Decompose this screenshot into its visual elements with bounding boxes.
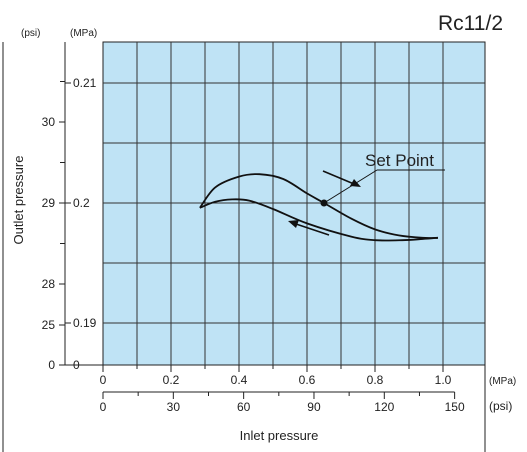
x-mpa-tick-label: 0 [100,373,107,387]
set-point-label: Set Point [365,151,434,170]
y-psi-tick-label: 29 [42,196,56,210]
y-axes: 30 29 28 25 0 0.21 0.2 0.19 0 [42,42,103,372]
x-psi-tick-label: 90 [307,400,321,414]
x-psi-tick-label: 0 [100,400,107,414]
x-mpa-tick-label: 1.0 [435,373,452,387]
x-psi-tick-label: 30 [167,400,181,414]
x-mpa-tick-label: 0.6 [299,373,316,387]
y-mpa-tick-label: 0 [73,358,80,372]
x-unit-mpa: (MPa) [489,376,516,387]
y-unit-mpa: (MPa) [70,28,97,39]
x-axes: 0 0.2 0.4 0.6 0.8 1.0 0 30 60 90 120 150 [100,365,465,414]
set-point-leader-line [323,169,378,204]
x-unit-psi: (psi) [489,399,512,413]
y-psi-tick-label: 28 [42,277,56,291]
y-psi-tick-label: 25 [42,318,56,332]
direction-arrow-decreasing [288,220,330,236]
x-psi-tick-label: 150 [445,400,465,414]
y-mpa-tick-label: 0.19 [73,316,97,330]
x-axis-title: Inlet pressure [240,428,319,443]
grid [103,42,485,365]
x-psi-tick-label: 120 [374,400,394,414]
series-group [199,173,438,242]
y-psi-tick-label: 0 [48,358,55,372]
y-unit-psi: (psi) [21,28,40,39]
series-line-increasing [199,173,438,239]
chart-title: Rc11/2 [438,12,503,35]
y-psi-tick-label: 30 [42,115,56,129]
x-mpa-tick-label: 0.8 [367,373,384,387]
x-mpa-tick-label: 0.4 [231,373,248,387]
x-psi-tick-label: 60 [237,400,251,414]
y-mpa-tick-label: 0.21 [73,76,97,90]
y-axis-title: Outlet pressure [11,156,26,245]
series-line-decreasing [199,198,438,242]
y-mpa-tick-label: 0.2 [73,196,90,210]
x-mpa-tick-label: 0.2 [163,373,180,387]
